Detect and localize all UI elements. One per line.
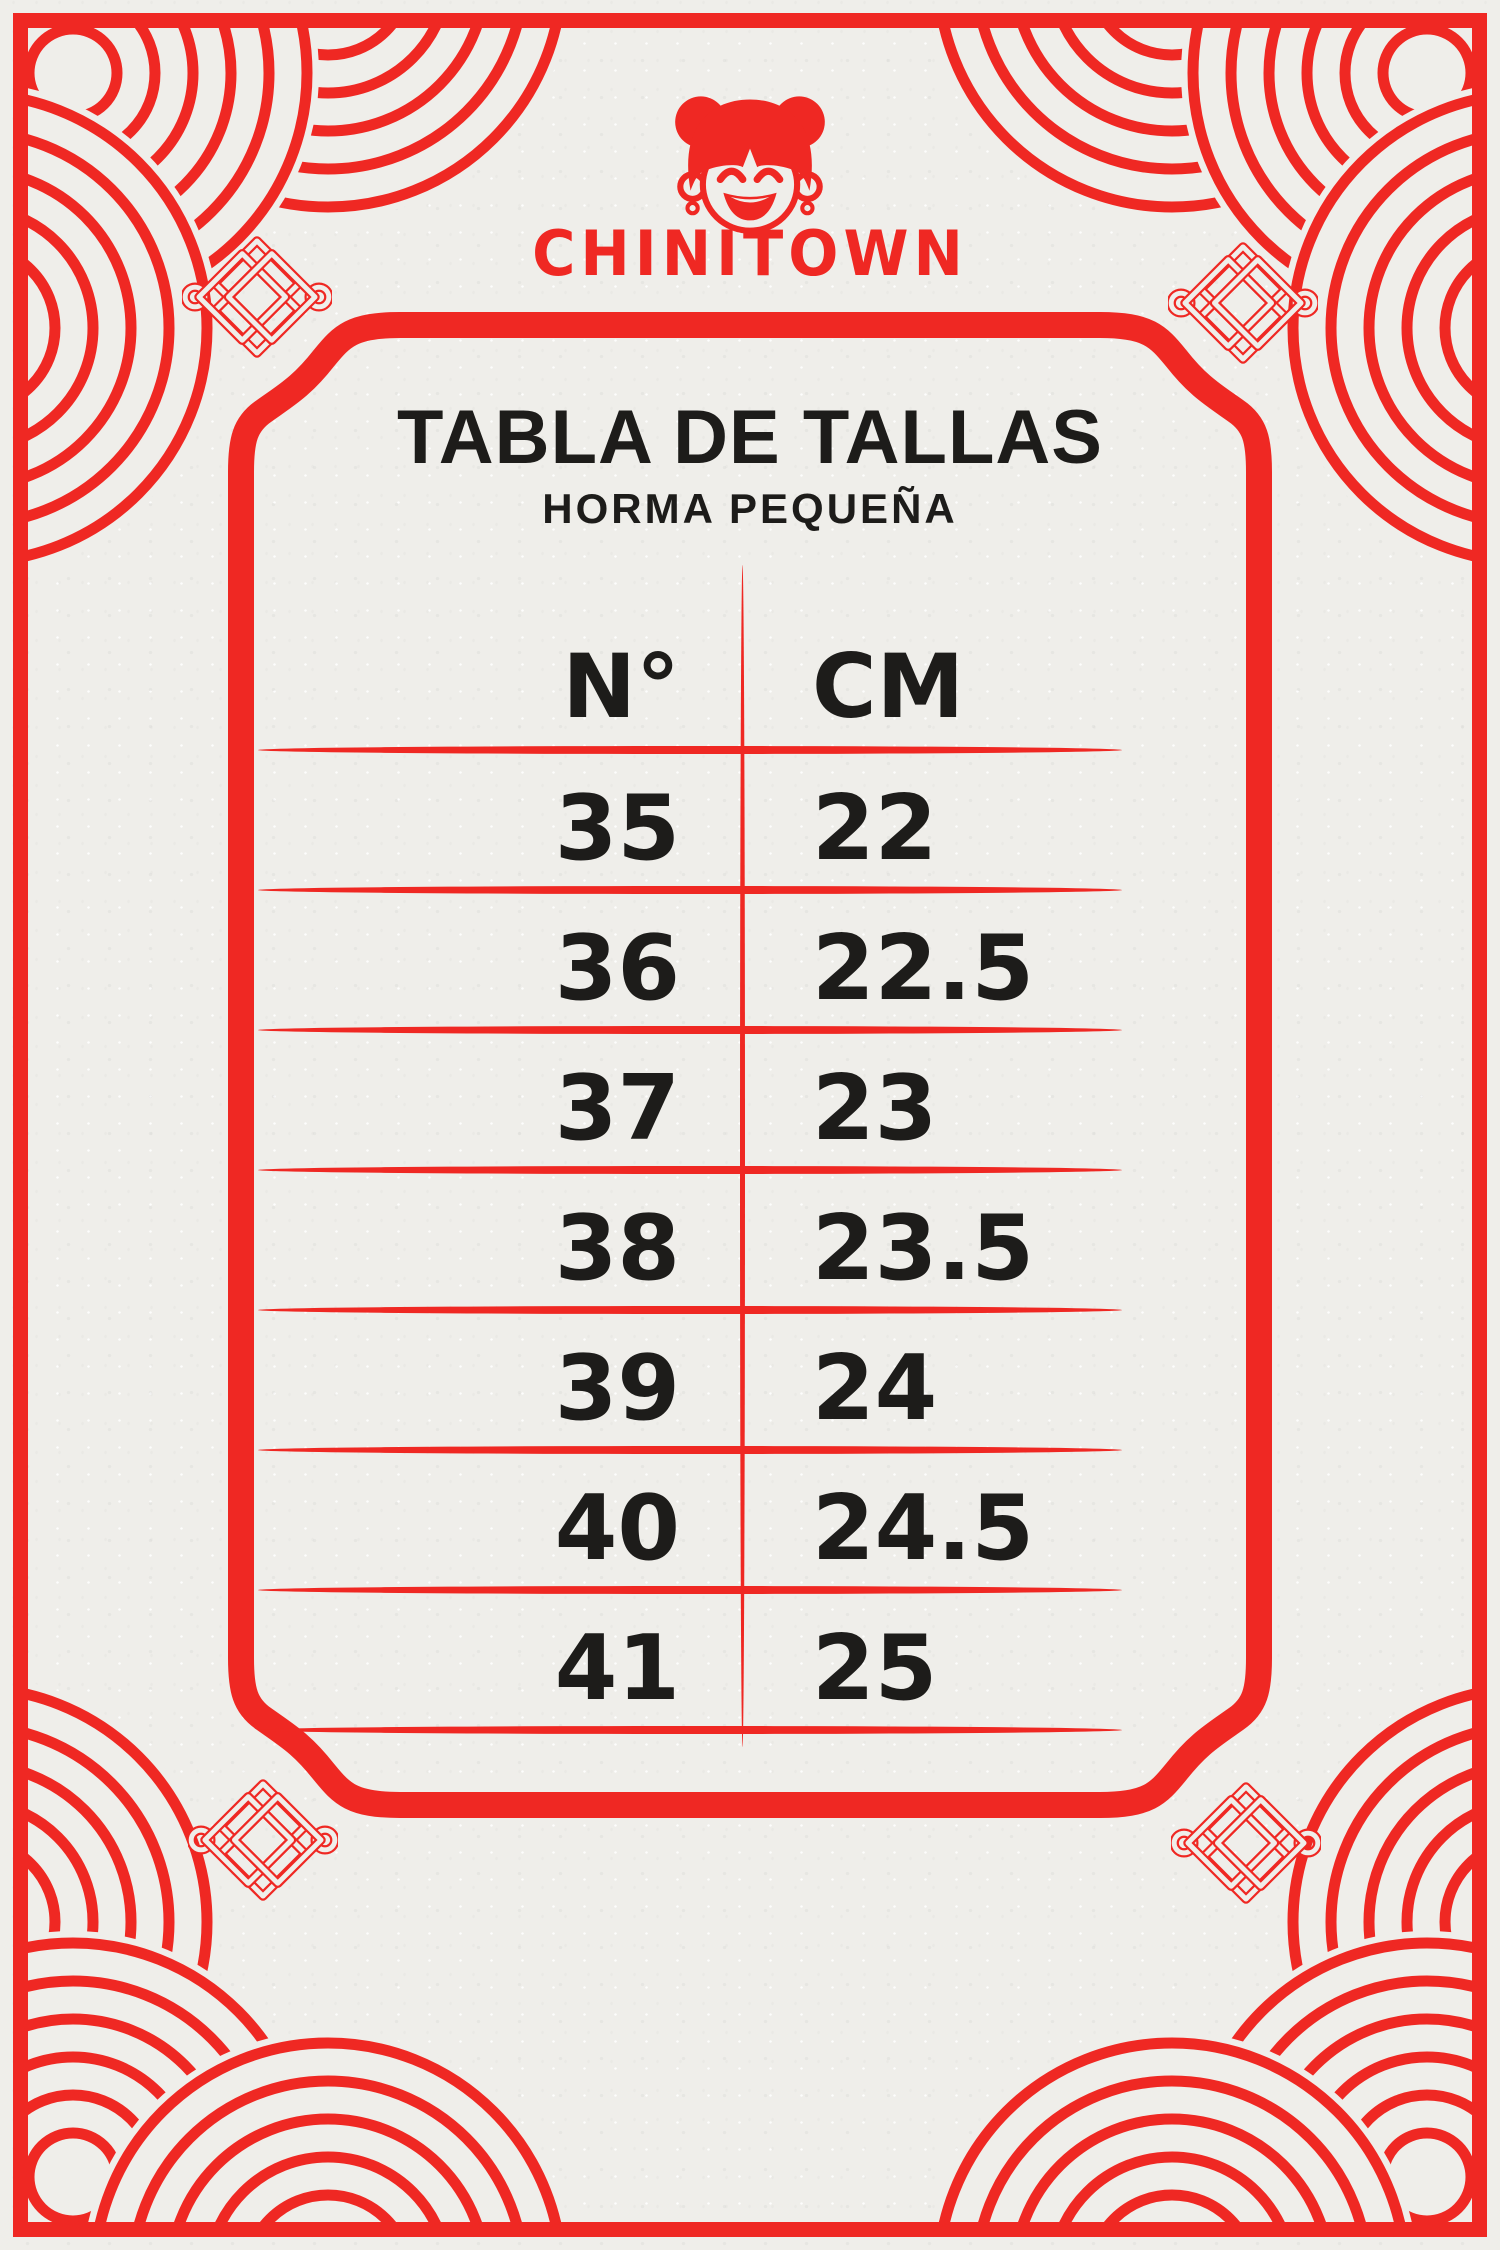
column-header-cm: CM [812, 634, 965, 738]
page-subtitle: HORMA PEQUEÑA [542, 485, 958, 532]
size-table-grid: N° CM 35 22 36 22.5 37 23 38 23.5 39 24 40 24.5 41 25 [258, 565, 1122, 1730]
size-cell: 37 [554, 1056, 680, 1161]
page-title: TABLA DE TALLAS [397, 395, 1103, 480]
size-cell: 41 [554, 1616, 680, 1721]
size-table: N° CM 35 22 36 22.5 37 23 38 23.5 39 24 40 24.5 41 25 [258, 565, 1122, 1750]
size-cell: 35 [554, 776, 680, 881]
size-cell: 39 [554, 1336, 680, 1441]
cm-cell: 23.5 [812, 1196, 1035, 1301]
seigaiha-waves-top-right-icon [872, 28, 1472, 628]
cm-cell: 22 [812, 776, 938, 881]
seigaiha-waves-top-left-icon [28, 28, 628, 628]
cm-cell: 22.5 [812, 916, 1035, 1021]
size-cell: 38 [554, 1196, 680, 1301]
size-cell: 40 [554, 1476, 680, 1581]
cm-cell: 24 [812, 1336, 938, 1441]
endless-knot-bottom-left-icon [188, 1779, 338, 1901]
brand-wordmark: CHINITOWN [532, 217, 968, 290]
size-cell: 36 [554, 916, 680, 1021]
cm-cell: 24.5 [812, 1476, 1035, 1581]
cm-cell: 25 [812, 1616, 938, 1721]
endless-knot-bottom-right-icon [1171, 1782, 1321, 1904]
cm-cell: 23 [812, 1056, 938, 1161]
title-block: TABLA DE TALLAS HORMA PEQUEÑA [0, 400, 1500, 530]
column-header-size: N° [562, 634, 680, 738]
brand-logo-girl-icon [675, 96, 825, 234]
